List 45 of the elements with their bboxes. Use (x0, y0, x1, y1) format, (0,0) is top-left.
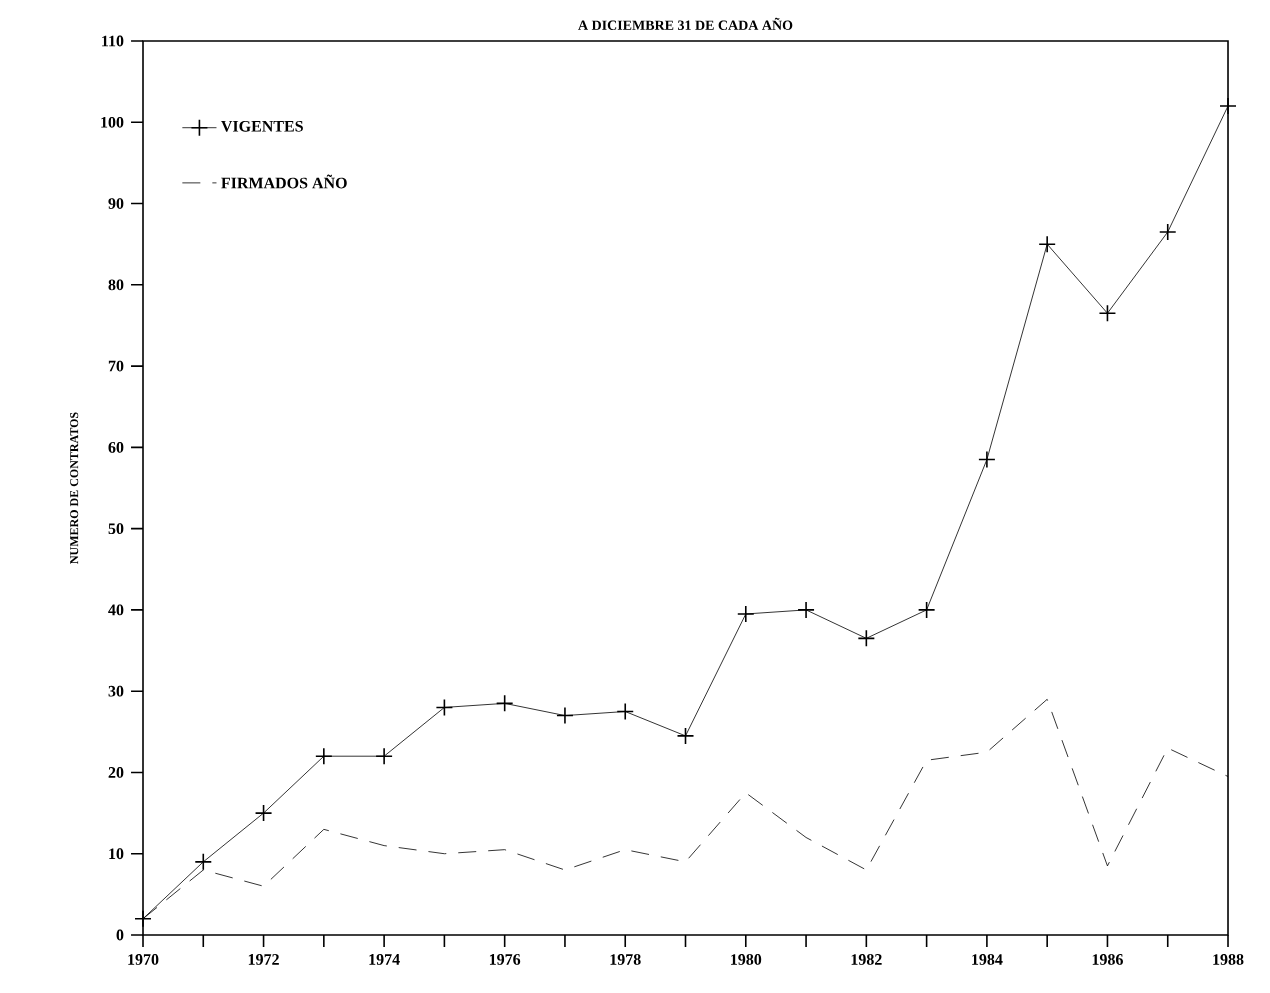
y-tick-label: 30 (108, 685, 124, 697)
y-tick-label: 90 (108, 198, 124, 209)
point (978, 450, 996, 469)
x-tick-label: 1986 (1092, 954, 1123, 965)
point (1219, 97, 1237, 115)
y-tick-label: 40 (108, 604, 124, 616)
point (134, 909, 152, 928)
point (616, 702, 635, 721)
y-axis-title: NUMERO DE CONTRATOS (70, 412, 79, 564)
y-tick-label: 100 (101, 116, 124, 128)
point (556, 706, 574, 725)
y-tick-label: 10 (109, 848, 124, 860)
y-tick-label: 50 (108, 523, 124, 535)
legend-label: FIRMADOS AÑO (221, 174, 347, 189)
x-tick-label: 1982 (851, 954, 882, 965)
x-tick-label: 1974 (369, 954, 400, 965)
point (736, 605, 755, 623)
x-tick-label: 1970 (128, 954, 159, 965)
point (495, 694, 514, 713)
point (676, 727, 695, 745)
x-tick-label: 1972 (248, 954, 279, 965)
y-tick-label: 80 (108, 279, 124, 291)
point (435, 698, 454, 717)
chart-title: A DICIEMBRE 31 DE CADA AÑO (578, 17, 793, 30)
x-tick-label: 1984 (972, 954, 1003, 965)
x-tick-label: 1978 (610, 954, 641, 965)
point (1038, 235, 1056, 253)
y-tick-label: 110 (102, 35, 124, 47)
y-tick-label: 60 (108, 441, 124, 453)
x-tick-label: 1980 (731, 954, 762, 965)
point (1098, 304, 1117, 323)
point (254, 804, 273, 822)
point (375, 747, 393, 765)
x-tick-label: 1988 (1213, 954, 1244, 965)
y-tick-label: 20 (108, 767, 124, 778)
point (797, 601, 815, 619)
legend-label: VIGENTES (221, 120, 303, 132)
point (194, 853, 213, 871)
y-tick-label: 0 (116, 929, 124, 941)
point (857, 629, 876, 648)
x-tick-label: 1976 (489, 954, 521, 965)
y-tick-label: 70 (108, 360, 124, 372)
point (1158, 223, 1177, 241)
point (917, 601, 936, 619)
point (315, 747, 333, 765)
